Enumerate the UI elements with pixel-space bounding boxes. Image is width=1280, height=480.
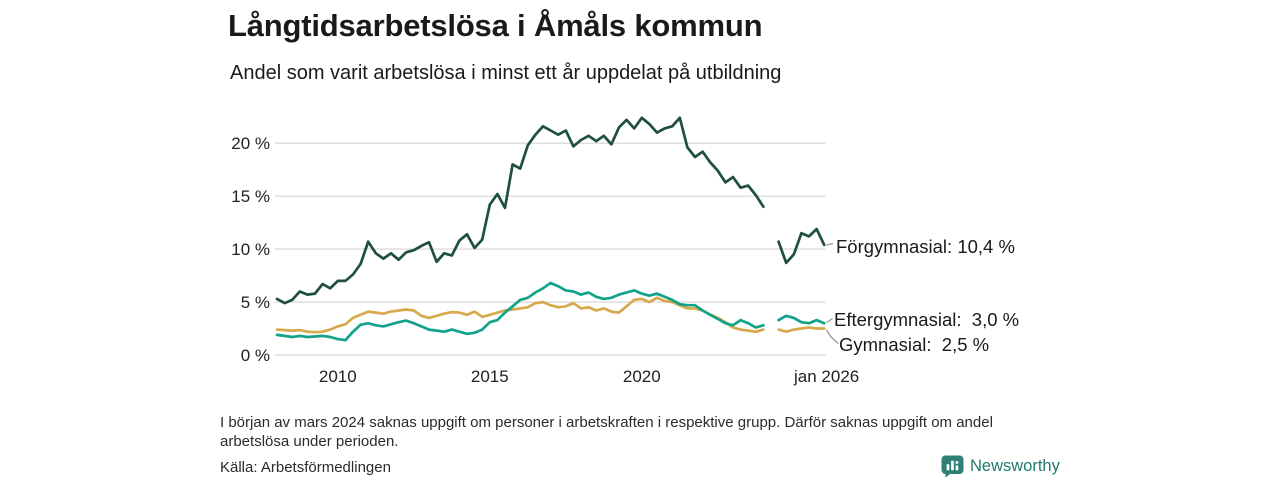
newsworthy-bubble-chart-icon [941, 455, 964, 478]
series-line-gymnasial [275, 296, 826, 334]
x-axis-tick-label: 2010 [318, 367, 357, 386]
chart-subtitle: Andel som varit arbetslösa i minst ett å… [230, 62, 782, 84]
newsworthy-wordmark: Newsworthy [970, 457, 1060, 475]
newsworthy-logo: Newsworthy [941, 455, 1060, 478]
source-attribution: Källa: Arbetsförmedlingen [220, 459, 391, 476]
y-axis-tick-label: 0 % [240, 345, 270, 365]
y-axis-tick-label: 15 % [231, 186, 270, 206]
page-title: Långtidsarbetslösa i Åmåls kommun [228, 8, 763, 43]
series-label-forgymnasial: Förgymnasial: 10,4 % [836, 236, 1015, 257]
series-label-eftergymnasial: Eftergymnasial: 3,0 % [834, 309, 1020, 330]
connector-forgymnasial [826, 242, 834, 246]
x-axis-tick-label: jan 2026 [794, 367, 860, 386]
footnote: I början av mars 2024 saknas uppgift om … [220, 414, 993, 450]
series-label-gymnasial: Gymnasial: 2,5 % [839, 334, 990, 355]
x-axis-tick-label: 2015 [470, 367, 509, 386]
y-axis-tick-label: 10 % [231, 239, 270, 259]
series-line-förgymnasial [275, 116, 826, 305]
x-axis-tick-label: 2020 [622, 367, 661, 386]
y-axis-tick-label: 20 % [231, 133, 270, 153]
connector-gymnasial [825, 329, 839, 345]
series-line-eftergymnasial [275, 281, 826, 342]
y-axis-tick-label: 5 % [240, 292, 270, 312]
connector-eftergymnasial [826, 317, 833, 324]
